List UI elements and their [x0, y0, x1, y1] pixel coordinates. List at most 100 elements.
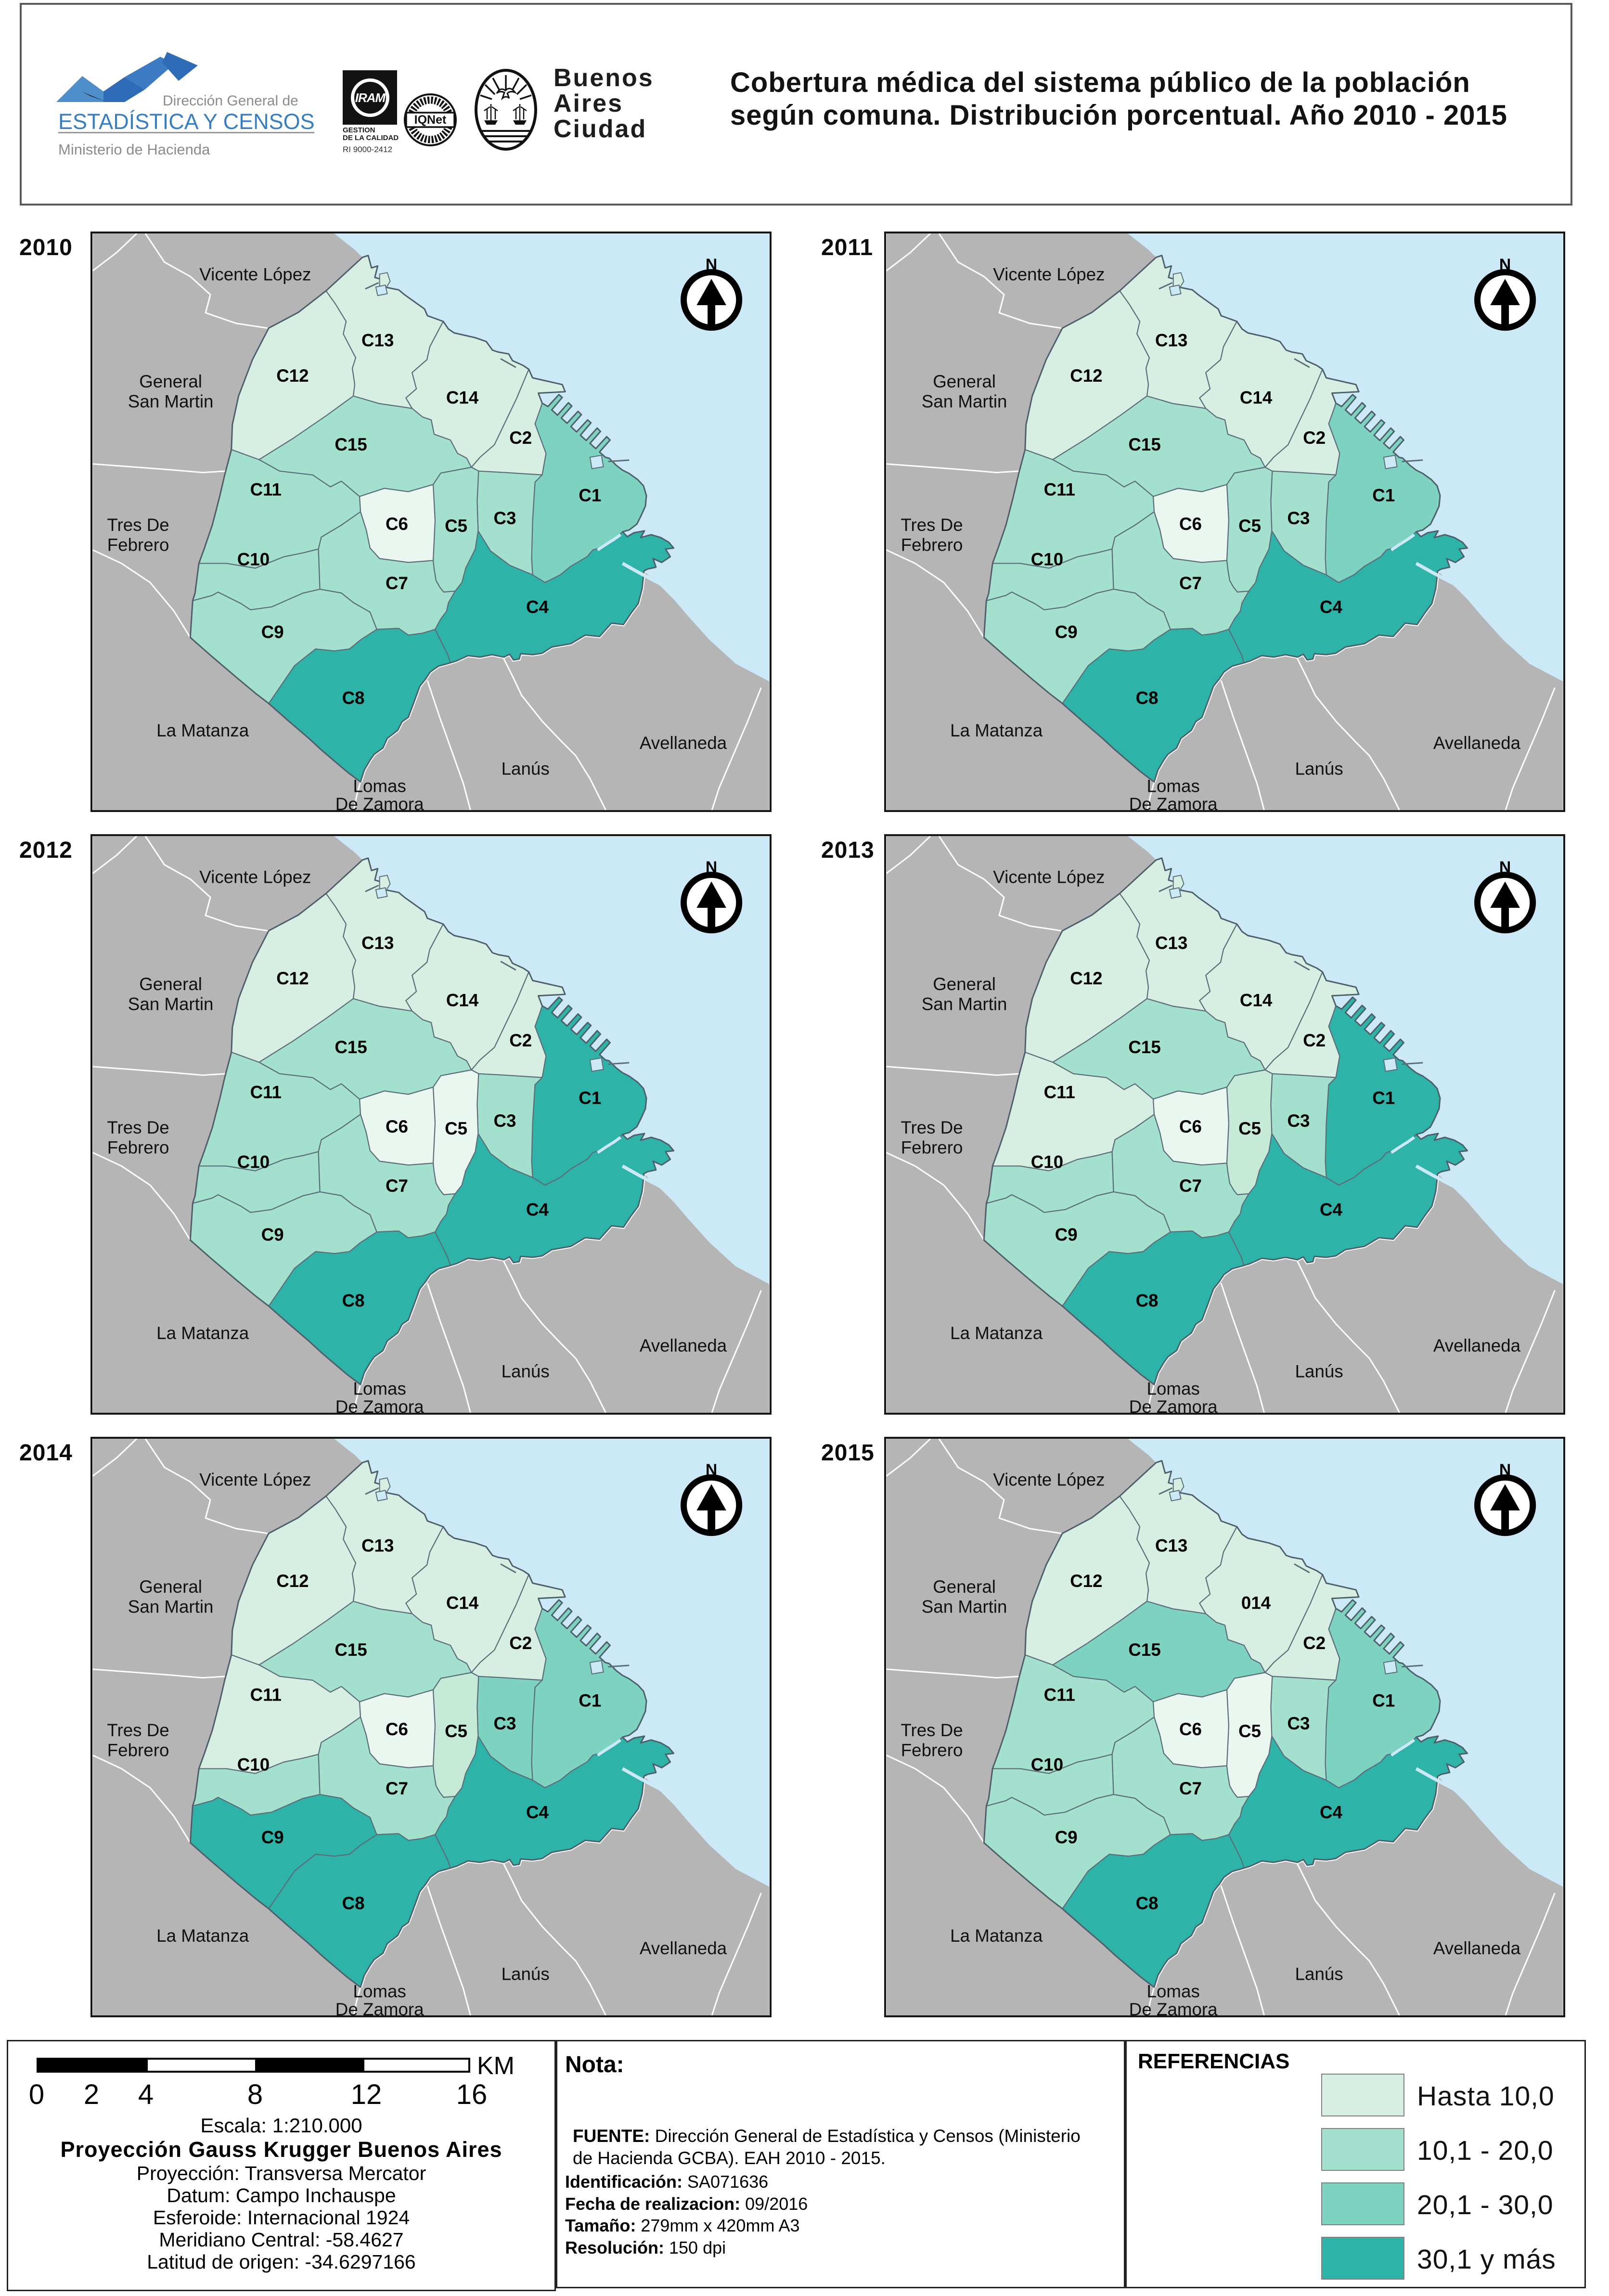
svg-text:San Martin: San Martin: [922, 392, 1007, 412]
svg-text:C1: C1: [579, 1088, 601, 1108]
svg-text:Avellaneda: Avellaneda: [1433, 1336, 1521, 1355]
svg-text:Lanús: Lanús: [502, 759, 550, 778]
svg-text:C12: C12: [1070, 366, 1102, 386]
svg-text:Lomas: Lomas: [1147, 1981, 1200, 2001]
svg-text:Lanús: Lanús: [1295, 759, 1343, 778]
svg-text:Tres De: Tres De: [107, 1118, 169, 1137]
svg-text:C2: C2: [509, 1031, 532, 1050]
svg-text:C3: C3: [1287, 1111, 1310, 1131]
svg-text:La Matanza: La Matanza: [156, 1323, 249, 1343]
svg-text:C2: C2: [509, 1633, 532, 1653]
svg-text:C12: C12: [1070, 968, 1102, 988]
svg-text:La Matanza: La Matanza: [156, 721, 249, 740]
svg-text:C2: C2: [1303, 1633, 1326, 1653]
svg-text:C2: C2: [509, 428, 532, 448]
svg-text:N: N: [706, 858, 717, 876]
svg-text:General: General: [933, 974, 996, 994]
svg-text:C13: C13: [1155, 330, 1187, 350]
svg-text:C10: C10: [237, 1754, 270, 1774]
svg-text:C4: C4: [1320, 1803, 1343, 1822]
svg-text:N: N: [706, 255, 717, 273]
svg-text:De Zamora: De Zamora: [335, 1397, 424, 1413]
svg-text:C10: C10: [1031, 549, 1063, 569]
svg-text:C2: C2: [1303, 428, 1326, 448]
svg-text:C11: C11: [1044, 1685, 1075, 1704]
svg-text:C9: C9: [1055, 622, 1078, 642]
svg-text:San Martin: San Martin: [922, 1597, 1007, 1617]
svg-text:C8: C8: [1136, 1893, 1158, 1913]
svg-text:C9: C9: [1055, 1225, 1078, 1244]
svg-text:C10: C10: [1031, 1152, 1063, 1172]
svg-text:De Zamora: De Zamora: [1129, 1397, 1218, 1413]
svg-text:C14: C14: [1240, 991, 1273, 1010]
svg-text:N: N: [1499, 1460, 1511, 1479]
svg-text:C15: C15: [1128, 435, 1160, 454]
svg-text:Lanús: Lanús: [502, 1964, 550, 1984]
svg-text:C4: C4: [1320, 597, 1343, 617]
svg-text:C3: C3: [1287, 1714, 1310, 1733]
svg-text:Avellaneda: Avellaneda: [1433, 1938, 1521, 1958]
svg-text:La Matanza: La Matanza: [950, 1323, 1043, 1343]
svg-text:C13: C13: [361, 933, 394, 953]
svg-text:C8: C8: [342, 1893, 365, 1913]
svg-text:Lomas: Lomas: [353, 776, 406, 796]
svg-text:C7: C7: [386, 1779, 408, 1798]
svg-text:C4: C4: [1320, 1200, 1343, 1220]
svg-text:C8: C8: [1136, 1290, 1158, 1310]
svg-text:De Zamora: De Zamora: [335, 794, 424, 810]
svg-text:C15: C15: [335, 435, 367, 454]
svg-text:Tres De: Tres De: [107, 1720, 169, 1740]
svg-text:La Matanza: La Matanza: [156, 1926, 249, 1946]
svg-text:Avellaneda: Avellaneda: [640, 1938, 727, 1958]
svg-text:C5: C5: [1238, 1119, 1261, 1138]
svg-text:La Matanza: La Matanza: [950, 1926, 1043, 1946]
svg-text:C12: C12: [276, 366, 309, 386]
svg-text:C14: C14: [446, 388, 479, 408]
svg-text:C5: C5: [445, 516, 467, 536]
svg-text:General: General: [933, 1577, 996, 1597]
svg-text:C4: C4: [526, 1200, 549, 1220]
svg-text:Febrero: Febrero: [107, 1138, 169, 1158]
svg-text:C6: C6: [386, 514, 408, 534]
svg-text:Vicente López: Vicente López: [199, 867, 311, 887]
svg-text:C4: C4: [526, 1803, 549, 1822]
svg-text:N: N: [1499, 255, 1511, 273]
svg-text:C14: C14: [1240, 388, 1273, 408]
svg-text:C5: C5: [1238, 1721, 1261, 1741]
svg-text:C7: C7: [1179, 1176, 1202, 1196]
svg-text:C15: C15: [1128, 1640, 1160, 1660]
svg-text:C10: C10: [1031, 1754, 1063, 1774]
svg-text:Lomas: Lomas: [353, 1981, 406, 2001]
svg-text:C10: C10: [237, 549, 270, 569]
svg-text:C6: C6: [386, 1117, 408, 1136]
svg-text:C5: C5: [445, 1119, 467, 1138]
svg-text:Vicente López: Vicente López: [199, 264, 311, 284]
svg-text:C3: C3: [493, 1111, 516, 1131]
svg-text:C2: C2: [1303, 1031, 1326, 1050]
svg-text:C3: C3: [1287, 508, 1310, 528]
svg-text:Febrero: Febrero: [901, 535, 963, 555]
svg-text:De Zamora: De Zamora: [1129, 1999, 1218, 2015]
svg-text:Tres De: Tres De: [901, 1720, 963, 1740]
svg-text:Vicente López: Vicente López: [199, 1470, 311, 1489]
svg-text:C15: C15: [335, 1640, 367, 1660]
svg-text:Tres De: Tres De: [901, 515, 963, 535]
svg-text:N: N: [706, 1460, 717, 1479]
svg-text:C1: C1: [579, 1690, 601, 1710]
svg-text:San Martin: San Martin: [128, 1597, 214, 1617]
svg-text:C9: C9: [1055, 1827, 1078, 1847]
svg-text:Lomas: Lomas: [1147, 1379, 1200, 1398]
svg-text:De Zamora: De Zamora: [1129, 794, 1218, 810]
svg-text:La Matanza: La Matanza: [950, 721, 1043, 740]
svg-text:C9: C9: [261, 622, 284, 642]
svg-text:C13: C13: [361, 1535, 394, 1555]
svg-text:C15: C15: [1128, 1037, 1160, 1057]
svg-text:C5: C5: [1238, 516, 1261, 536]
svg-text:San Martin: San Martin: [922, 994, 1007, 1014]
svg-text:C7: C7: [1179, 573, 1202, 593]
svg-text:C8: C8: [1136, 688, 1158, 708]
svg-text:C6: C6: [1179, 1719, 1202, 1739]
svg-text:C7: C7: [1179, 1779, 1202, 1798]
svg-text:C9: C9: [261, 1225, 284, 1244]
svg-text:C11: C11: [1044, 479, 1075, 499]
